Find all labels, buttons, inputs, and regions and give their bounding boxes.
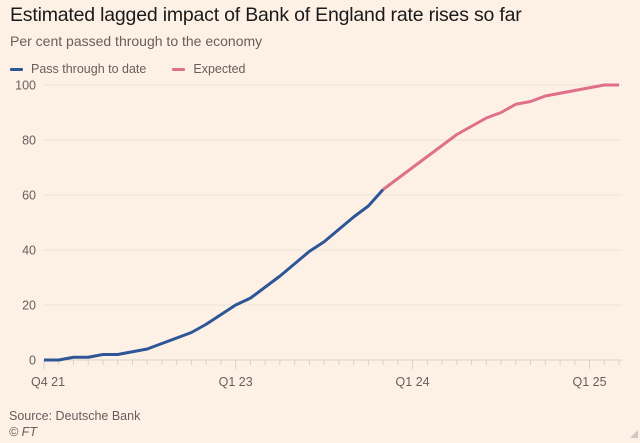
- y-tick-label: 20: [22, 299, 36, 313]
- legend-label-expected: Expected: [193, 62, 246, 76]
- series-line-pass-through: [44, 188, 385, 362]
- source-note: Source: Deutsche Bank: [9, 409, 141, 423]
- y-tick-label: 60: [22, 189, 36, 203]
- x-tick-label: Q4 21: [31, 375, 65, 389]
- series-line-expected: [382, 83, 619, 191]
- legend-label-pass-through: Pass through to date: [31, 62, 147, 76]
- y-tick-label: 40: [22, 244, 36, 258]
- legend-item-expected: Expected: [172, 62, 245, 76]
- resize-corner-icon: [630, 430, 638, 438]
- x-tick-label: Q1 24: [396, 375, 430, 389]
- legend: Pass through to date Expected: [10, 62, 245, 76]
- x-tick-label: Q1 23: [219, 375, 253, 389]
- y-tick-label: 80: [22, 134, 36, 148]
- legend-item-pass-through: Pass through to date: [10, 62, 146, 76]
- chart-subtitle: Per cent passed through to the economy: [10, 33, 263, 49]
- copyright-note: © FT: [9, 425, 37, 439]
- x-tick-label: Q1 25: [572, 375, 606, 389]
- chart-title: Estimated lagged impact of Bank of Engla…: [10, 4, 522, 26]
- legend-swatch-pass-through: [10, 67, 23, 71]
- legend-swatch-expected: [172, 67, 186, 71]
- y-tick-label: 100: [15, 79, 36, 93]
- y-tick-label: 0: [29, 354, 36, 368]
